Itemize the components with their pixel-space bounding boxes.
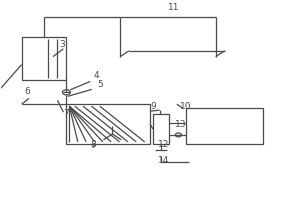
Bar: [22, 37, 66, 80]
Text: 9: 9: [150, 102, 156, 111]
Text: 4: 4: [93, 71, 99, 80]
Text: 10: 10: [180, 102, 191, 111]
Bar: [186, 108, 263, 144]
Text: 6: 6: [25, 87, 30, 96]
Text: 7: 7: [63, 109, 69, 118]
Bar: [153, 114, 169, 144]
Text: 11: 11: [168, 3, 179, 12]
Text: 5: 5: [98, 80, 103, 89]
Text: 14: 14: [158, 156, 169, 165]
Text: 8: 8: [90, 140, 96, 149]
Text: 12: 12: [158, 140, 169, 149]
Bar: [66, 104, 150, 144]
Text: 3: 3: [59, 40, 65, 49]
Text: 13: 13: [176, 120, 187, 129]
